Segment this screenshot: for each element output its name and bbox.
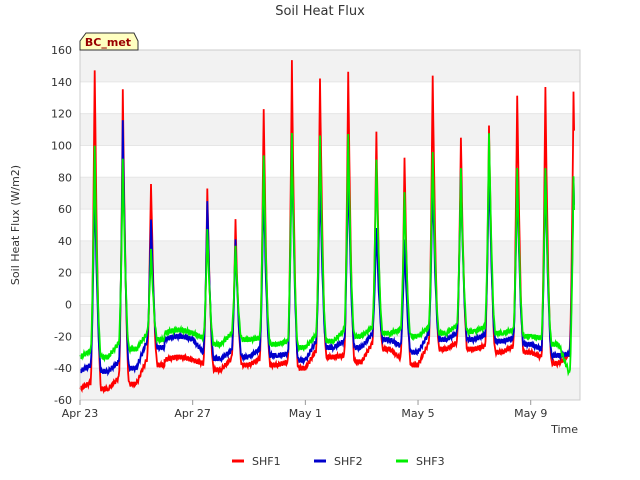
legend-label-shf1: SHF1: [252, 455, 281, 468]
grid-band: [80, 50, 580, 82]
grid-band: [80, 368, 580, 400]
legend-label-shf3: SHF3: [416, 455, 445, 468]
grid-band: [80, 177, 580, 210]
y-axis-label: Soil Heat Flux (W/m2): [9, 165, 22, 285]
y-axis-ticks: -60 -40 -20 0 20 40 60 80 100 120 140 160: [51, 44, 72, 407]
x-tick-label: Apr 27: [174, 407, 211, 420]
legend-label-shf2: SHF2: [334, 455, 363, 468]
grid-band: [80, 240, 580, 273]
y-tick-label: 160: [51, 44, 72, 57]
x-tick-label: May 1: [289, 407, 322, 420]
y-tick-label: 120: [51, 108, 72, 121]
x-tick-label: May 9: [514, 407, 547, 420]
y-tick-label: 80: [58, 171, 72, 184]
x-tick-label: Apr 23: [62, 407, 99, 420]
legend: SHF1 SHF2 SHF3: [232, 455, 445, 468]
plot-bands: [80, 50, 580, 400]
chart-title: Soil Heat Flux: [275, 4, 365, 19]
y-tick-label: 40: [58, 235, 72, 248]
y-tick-label: 100: [51, 139, 72, 152]
y-tick-label: 60: [58, 203, 72, 216]
y-tick-label: 140: [51, 76, 72, 89]
series-line-shf3: [79, 132, 575, 377]
annotation-box: BC_met: [79, 32, 139, 51]
y-tick-label: 20: [58, 267, 72, 280]
x-axis-ticks: Apr 23 Apr 27 May 1 May 5 May 9: [62, 400, 547, 420]
y-tick-label: 0: [65, 299, 72, 312]
y-tick-label: -60: [54, 394, 72, 407]
grid-band: [80, 113, 580, 146]
y-tick-label: -20: [54, 330, 72, 343]
x-tick-label: May 5: [401, 407, 434, 420]
annotation-label: BC_met: [85, 36, 131, 49]
plot-series: [79, 60, 575, 395]
plot-frame: [79, 49, 581, 401]
x-axis-label: Time: [550, 423, 578, 436]
y-tick-label: -40: [54, 362, 72, 375]
